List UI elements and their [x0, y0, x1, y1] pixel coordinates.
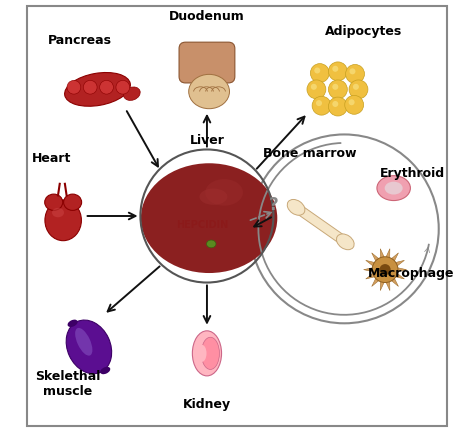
Circle shape — [307, 80, 326, 99]
FancyArrowPatch shape — [425, 247, 429, 253]
Ellipse shape — [124, 87, 140, 100]
FancyArrowPatch shape — [204, 285, 210, 323]
Ellipse shape — [64, 194, 82, 210]
FancyArrowPatch shape — [257, 117, 304, 169]
Circle shape — [346, 64, 365, 83]
Text: ?: ? — [269, 196, 278, 214]
Text: Adipocytes: Adipocytes — [325, 25, 402, 38]
Ellipse shape — [52, 208, 64, 217]
FancyBboxPatch shape — [179, 42, 235, 83]
Circle shape — [328, 62, 347, 81]
Polygon shape — [372, 276, 380, 286]
FancyBboxPatch shape — [27, 6, 447, 426]
Polygon shape — [390, 253, 399, 263]
Circle shape — [332, 84, 338, 90]
Polygon shape — [293, 203, 348, 246]
Ellipse shape — [377, 176, 410, 200]
Circle shape — [353, 84, 359, 90]
Text: Kidney: Kidney — [183, 398, 231, 411]
Ellipse shape — [45, 194, 63, 210]
Circle shape — [349, 80, 368, 99]
Ellipse shape — [68, 320, 78, 327]
Ellipse shape — [197, 345, 207, 362]
Polygon shape — [393, 272, 404, 279]
Text: Duodenum: Duodenum — [169, 10, 245, 23]
FancyArrowPatch shape — [250, 212, 271, 220]
Circle shape — [316, 100, 322, 106]
Ellipse shape — [385, 182, 403, 194]
Circle shape — [310, 64, 329, 83]
Polygon shape — [396, 267, 407, 272]
Ellipse shape — [201, 337, 219, 369]
Circle shape — [349, 68, 356, 74]
Ellipse shape — [141, 163, 277, 273]
Circle shape — [328, 97, 347, 116]
Circle shape — [332, 66, 338, 72]
Ellipse shape — [155, 183, 200, 214]
Circle shape — [83, 80, 97, 94]
Circle shape — [311, 84, 317, 90]
Circle shape — [67, 80, 81, 94]
Circle shape — [345, 95, 364, 114]
Ellipse shape — [205, 179, 243, 206]
FancyArrowPatch shape — [87, 213, 136, 219]
Polygon shape — [393, 260, 404, 267]
Ellipse shape — [287, 200, 305, 215]
Ellipse shape — [100, 367, 110, 374]
Text: HEPCIDIN: HEPCIDIN — [176, 219, 229, 229]
FancyArrowPatch shape — [127, 111, 158, 166]
Text: Skelethal
muscle: Skelethal muscle — [35, 370, 100, 398]
Ellipse shape — [189, 74, 229, 109]
Ellipse shape — [75, 328, 92, 356]
Polygon shape — [390, 276, 399, 286]
Text: Macrophage: Macrophage — [367, 267, 454, 280]
Polygon shape — [364, 267, 374, 272]
Circle shape — [314, 67, 320, 73]
Text: Pancreas: Pancreas — [48, 34, 112, 47]
Circle shape — [100, 80, 113, 94]
Circle shape — [328, 80, 347, 99]
Ellipse shape — [200, 188, 228, 205]
Text: Heart: Heart — [32, 152, 71, 165]
Ellipse shape — [66, 320, 112, 374]
Ellipse shape — [207, 240, 216, 248]
Polygon shape — [385, 280, 390, 291]
Text: Liver: Liver — [190, 134, 224, 147]
Circle shape — [332, 101, 338, 107]
Polygon shape — [372, 253, 380, 263]
Circle shape — [372, 257, 398, 283]
Text: Bone marrow: Bone marrow — [263, 147, 357, 160]
Text: Erythroid: Erythroid — [380, 167, 445, 180]
Polygon shape — [380, 280, 385, 291]
Circle shape — [312, 96, 331, 115]
Circle shape — [380, 264, 391, 275]
Polygon shape — [366, 272, 377, 279]
FancyArrowPatch shape — [254, 217, 271, 226]
FancyArrowPatch shape — [204, 116, 210, 147]
Polygon shape — [380, 249, 385, 260]
Polygon shape — [385, 249, 390, 260]
Ellipse shape — [45, 200, 82, 241]
Ellipse shape — [64, 73, 130, 106]
FancyArrowPatch shape — [108, 267, 160, 311]
Polygon shape — [366, 260, 377, 267]
Ellipse shape — [337, 234, 354, 250]
Circle shape — [116, 80, 130, 94]
Circle shape — [348, 99, 355, 105]
Ellipse shape — [192, 331, 221, 376]
